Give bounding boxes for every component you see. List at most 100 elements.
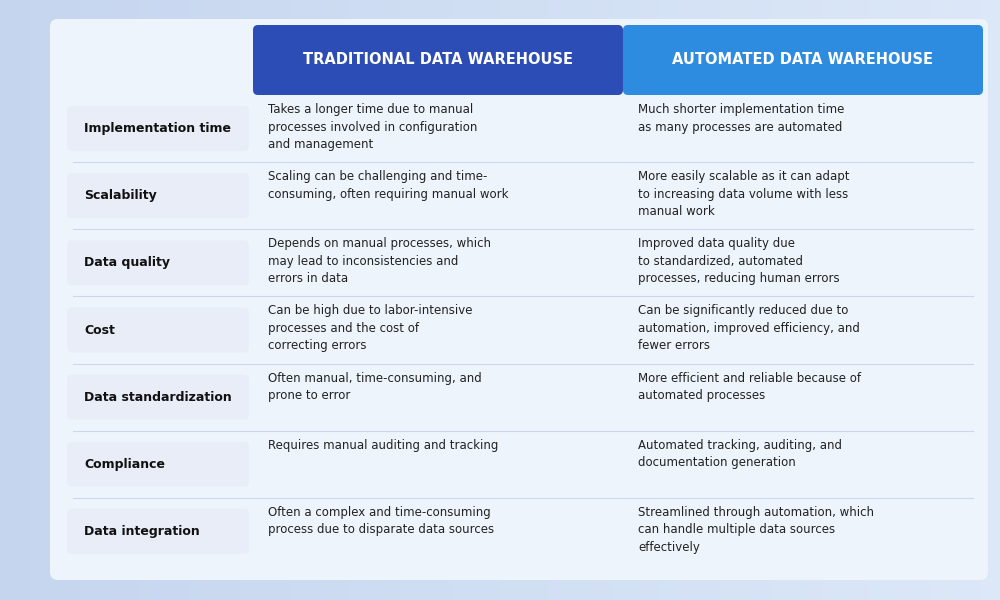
Bar [800,0,811,600]
Bar [970,0,981,600]
Bar [750,0,761,600]
Bar [560,0,571,600]
Text: More easily scalable as it can adapt
to increasing data volume with less
manual : More easily scalable as it can adapt to … [638,170,850,218]
Bar [200,0,211,600]
Bar [490,0,501,600]
Bar [390,0,401,600]
Bar [960,0,971,600]
Bar [100,0,111,600]
Text: Implementation time: Implementation time [84,122,231,135]
Bar [60,0,71,600]
Bar [70,0,81,600]
Bar [30,0,41,600]
Bar [500,0,511,600]
Text: Data integration: Data integration [84,525,200,538]
Bar [40,0,51,600]
Bar [520,0,531,600]
Bar [980,0,991,600]
Bar [660,0,671,600]
Bar [680,0,691,600]
Bar [670,0,681,600]
Bar [640,0,651,600]
Bar [410,0,421,600]
Bar [530,0,541,600]
Text: Data quality: Data quality [84,256,170,269]
Bar [430,0,441,600]
Bar [740,0,751,600]
Bar [600,0,611,600]
Text: More efficient and reliable because of
automated processes: More efficient and reliable because of a… [638,371,861,402]
Bar [830,0,841,600]
Text: Much shorter implementation time
as many processes are automated: Much shorter implementation time as many… [638,103,844,133]
Bar [770,0,781,600]
Bar [540,0,551,600]
Bar [20,0,31,600]
Bar [330,0,341,600]
FancyBboxPatch shape [67,173,249,218]
Text: Data standardization: Data standardization [84,391,232,404]
Text: AUTOMATED DATA WAREHOUSE: AUTOMATED DATA WAREHOUSE [672,52,934,67]
Bar [760,0,771,600]
FancyBboxPatch shape [67,374,249,419]
Bar [160,0,171,600]
Bar [710,0,721,600]
Bar [270,0,281,600]
Bar [310,0,321,600]
Bar [370,0,381,600]
Bar [930,0,941,600]
Bar [700,0,711,600]
Bar [140,0,151,600]
Text: Compliance: Compliance [84,458,165,471]
Text: Can be significantly reduced due to
automation, improved efficiency, and
fewer e: Can be significantly reduced due to auto… [638,304,860,352]
Bar [250,0,261,600]
Text: Cost: Cost [84,323,115,337]
Bar [550,0,561,600]
Bar [320,0,331,600]
Text: TRADITIONAL DATA WAREHOUSE: TRADITIONAL DATA WAREHOUSE [303,52,573,67]
Bar [180,0,191,600]
Bar [420,0,431,600]
Bar [470,0,481,600]
Bar [450,0,461,600]
Bar [620,0,631,600]
Bar [50,0,61,600]
Bar [990,0,1000,600]
Bar [0,0,11,600]
Bar [890,0,901,600]
Text: Automated tracking, auditing, and
documentation generation: Automated tracking, auditing, and docume… [638,439,842,469]
Bar [690,0,701,600]
FancyBboxPatch shape [67,442,249,487]
Bar [510,0,521,600]
Bar [300,0,311,600]
Bar [730,0,741,600]
Bar [280,0,291,600]
Bar [290,0,301,600]
Bar [110,0,121,600]
Bar [870,0,881,600]
Bar [380,0,391,600]
Bar [850,0,861,600]
Bar [910,0,921,600]
Bar [460,0,471,600]
Bar [630,0,641,600]
Bar [260,0,271,600]
Bar [820,0,831,600]
Bar [720,0,731,600]
Bar [150,0,161,600]
Bar [210,0,221,600]
Bar [810,0,821,600]
Bar [360,0,371,600]
Bar [90,0,101,600]
Text: Depends on manual processes, which
may lead to inconsistencies and
errors in dat: Depends on manual processes, which may l… [268,237,491,285]
Text: Requires manual auditing and tracking: Requires manual auditing and tracking [268,439,498,452]
Bar [480,0,491,600]
Bar [120,0,131,600]
Text: Often manual, time-consuming, and
prone to error: Often manual, time-consuming, and prone … [268,371,482,402]
Bar [860,0,871,600]
Bar [840,0,851,600]
Bar [920,0,931,600]
FancyBboxPatch shape [67,106,249,151]
Bar [900,0,911,600]
Bar [190,0,201,600]
Bar [220,0,231,600]
